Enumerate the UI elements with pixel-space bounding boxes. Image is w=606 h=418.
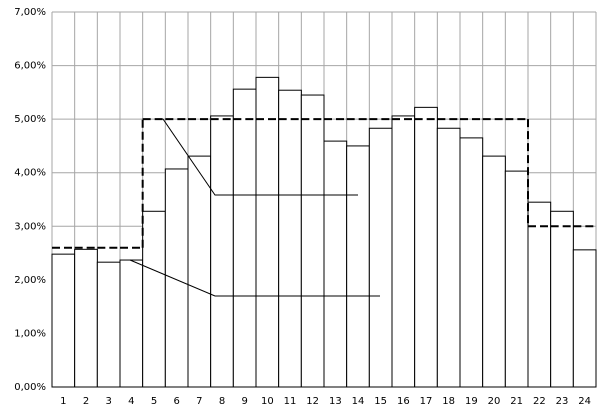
y-tick-label: 2,00% xyxy=(14,275,46,286)
bar xyxy=(164,168,189,388)
bar xyxy=(527,201,552,388)
y-tick-label: 1,00% xyxy=(14,328,46,339)
bar xyxy=(459,137,484,388)
y-tick-label: 7,00% xyxy=(14,7,46,18)
bar xyxy=(96,261,121,388)
bar xyxy=(119,259,144,388)
y-tick-label: 3,00% xyxy=(14,221,46,232)
bar xyxy=(323,140,348,388)
bars xyxy=(51,76,597,388)
x-tick-label: 12 xyxy=(306,396,319,407)
x-tick-label: 5 xyxy=(151,396,157,407)
x-tick-label: 19 xyxy=(465,396,478,407)
x-tick-label: 17 xyxy=(420,396,433,407)
x-tick-label: 4 xyxy=(128,396,134,407)
bar xyxy=(550,210,574,388)
bar xyxy=(414,106,438,388)
bar xyxy=(210,115,234,388)
bar xyxy=(187,155,212,388)
bar xyxy=(346,145,370,388)
x-tick-label: 21 xyxy=(510,396,523,407)
x-tick-label: 16 xyxy=(397,396,410,407)
x-tick-label: 9 xyxy=(241,396,247,407)
bar xyxy=(391,115,416,388)
bar xyxy=(74,248,98,388)
y-tick-label: 5,00% xyxy=(14,114,46,125)
bar xyxy=(436,127,461,388)
bar xyxy=(482,155,506,388)
leader-line xyxy=(129,259,380,297)
bar xyxy=(300,94,325,388)
y-tick-label: 4,00% xyxy=(14,168,46,179)
x-tick-label: 11 xyxy=(284,396,297,407)
y-tick-label: 6,00% xyxy=(14,61,46,72)
x-tick-label: 7 xyxy=(196,396,202,407)
bar xyxy=(232,88,257,388)
x-tick-label: 15 xyxy=(374,396,387,407)
x-tick-label: 23 xyxy=(556,396,569,407)
x-tick-label: 24 xyxy=(578,396,591,407)
bar xyxy=(142,210,166,388)
x-tick-label: 3 xyxy=(105,396,111,407)
bar xyxy=(278,89,302,388)
bar xyxy=(51,253,76,388)
x-tick-label: 18 xyxy=(442,396,455,407)
bar xyxy=(572,249,597,388)
step-line xyxy=(52,118,596,249)
x-tick-label: 13 xyxy=(329,396,342,407)
x-tick-label: 1 xyxy=(60,396,66,407)
x-tick-label: 6 xyxy=(173,396,179,407)
y-tick-label: 0,00% xyxy=(14,382,46,393)
bar xyxy=(368,127,393,388)
x-tick-label: 22 xyxy=(533,396,546,407)
x-tick-label: 14 xyxy=(352,396,365,407)
leader-line xyxy=(162,118,358,196)
bar xyxy=(504,170,529,388)
x-tick-label: 10 xyxy=(261,396,274,407)
bar xyxy=(255,76,280,388)
x-tick-label: 20 xyxy=(488,396,501,407)
x-tick-label: 2 xyxy=(83,396,89,407)
x-tick-label: 8 xyxy=(219,396,225,407)
